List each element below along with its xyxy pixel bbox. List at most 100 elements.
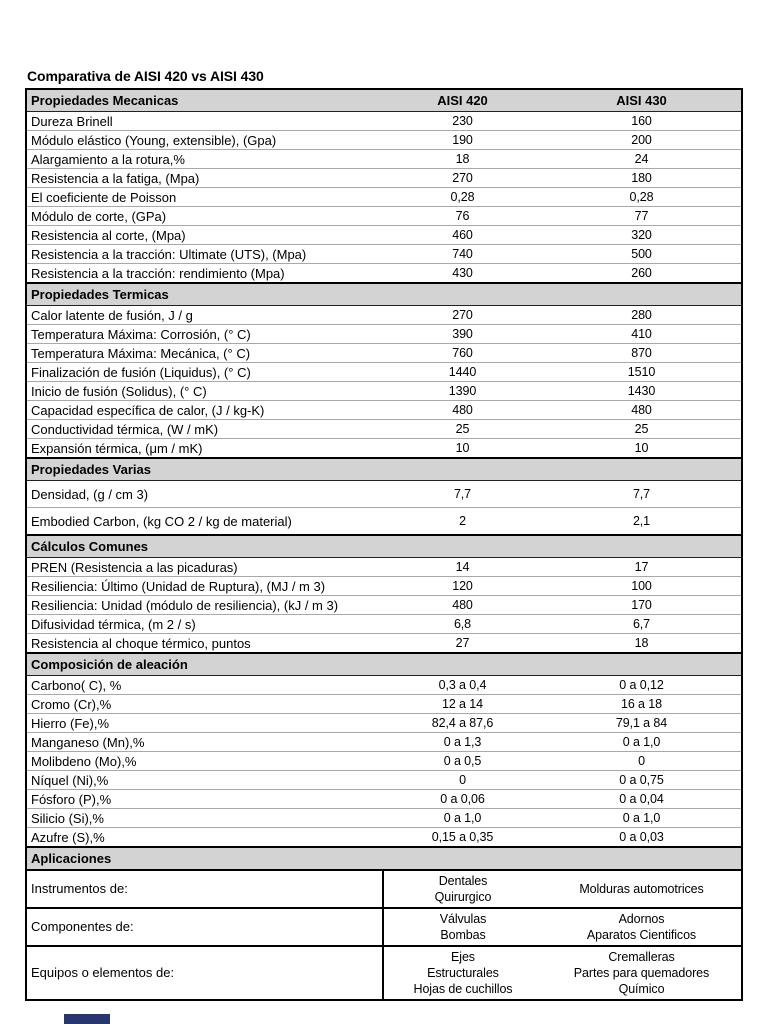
value-aisi420: 10 xyxy=(383,438,542,458)
table-header-row: Propiedades Mecanicas AISI 420 AISI 430 xyxy=(26,88,742,112)
value-aisi420: 0,3 a 0,4 xyxy=(383,675,542,695)
property-label: Manganeso (Mn),% xyxy=(26,732,383,752)
value-aisi430: 160 xyxy=(542,111,742,131)
table-row: Silicio (Si),% 0 a 1,0 0 a 1,0 xyxy=(26,808,742,828)
value-aisi430: 0,28 xyxy=(542,187,742,207)
property-label: Dureza Brinell xyxy=(26,111,383,131)
value-aisi420: 190 xyxy=(383,130,542,150)
property-label: Conductividad térmica, (W / mK) xyxy=(26,419,383,439)
table-row: Dureza Brinell 230 160 xyxy=(26,111,742,131)
value-aisi420: Ejes Estructurales Hojas de cuchillos xyxy=(382,945,542,1000)
table-section: Composición de aleación Carbono( C), % 0,3… xyxy=(26,652,742,847)
value-aisi430: 0 a 0,03 xyxy=(542,827,742,847)
value-aisi420: 82,4 a 87,6 xyxy=(383,713,542,733)
value-aisi430: 0 a 1,0 xyxy=(542,732,742,752)
property-label: Instrumentos de: xyxy=(26,869,383,908)
value-aisi420: 0 a 1,0 xyxy=(383,808,542,828)
value-aisi420: 2 xyxy=(383,507,542,535)
table-row: Resistencia al choque térmico, puntos 27 1… xyxy=(26,633,742,653)
value-aisi420: 27 xyxy=(383,633,542,653)
value-aisi420: Válvulas Bombas xyxy=(382,907,542,946)
column-header-aisi-420: AISI 420 xyxy=(383,88,542,112)
table-section: Propiedades Varias Densidad, (g / cm 3) 7,… xyxy=(26,457,742,535)
property-label: Cromo (Cr),% xyxy=(26,694,383,714)
table-row: Resiliencia: Último (Unidad de Ruptura),… xyxy=(26,576,742,596)
property-label: Módulo de corte, (GPa) xyxy=(26,206,383,226)
value-aisi430: 7,7 xyxy=(542,480,742,508)
property-label: Resistencia al corte, (Mpa) xyxy=(26,225,383,245)
value-aisi420: 1390 xyxy=(383,381,542,401)
value-aisi430: 0 a 1,0 xyxy=(542,808,742,828)
property-label: Resiliencia: Último (Unidad de Ruptura),… xyxy=(26,576,383,596)
table-row: Resistencia a la fatiga, (Mpa) 270 180 xyxy=(26,168,742,188)
table-row: Capacidad específica de calor, (J / kg-K… xyxy=(26,400,742,420)
table-row: Níquel (Ni),% 0 0 a 0,75 xyxy=(26,770,742,790)
property-label: Equipos o elementos de: xyxy=(26,945,383,1000)
value-aisi430: 260 xyxy=(542,263,742,283)
table-row: Difusividad térmica, (m 2 / s) 6,8 6,7 xyxy=(26,614,742,634)
property-label: Fósforo (P),% xyxy=(26,789,383,809)
value-aisi430: 10 xyxy=(542,438,742,458)
value-aisi430: 200 xyxy=(542,130,742,150)
value-aisi420: 480 xyxy=(383,595,542,615)
value-aisi420: 12 a 14 xyxy=(383,694,542,714)
property-label: Temperatura Máxima: Mecánica, (° C) xyxy=(26,343,383,363)
value-aisi430: 870 xyxy=(542,343,742,363)
table-row: Embodied Carbon, (kg CO 2 / kg de materi… xyxy=(26,507,742,535)
table-row: Resistencia al corte, (Mpa) 460 320 xyxy=(26,225,742,245)
value-aisi420: 0 xyxy=(383,770,542,790)
value-aisi430: 77 xyxy=(542,206,742,226)
property-label: Níquel (Ni),% xyxy=(26,770,383,790)
value-aisi430: 0 a 0,04 xyxy=(542,789,742,809)
table-row: Calor latente de fusión, J / g 270 280 xyxy=(26,305,742,325)
property-label: Difusividad térmica, (m 2 / s) xyxy=(26,614,383,634)
value-aisi430: 25 xyxy=(542,419,742,439)
property-label: Expansión térmica, (μm / mK) xyxy=(26,438,383,458)
property-label: Azufre (S),% xyxy=(26,827,383,847)
section-header-row: Aplicaciones xyxy=(26,846,742,871)
table-row: Fósforo (P),% 0 a 0,06 0 a 0,04 xyxy=(26,789,742,809)
property-label: PREN (Resistencia a las picaduras) xyxy=(26,557,383,577)
section-header-row: Cálculos Comunes xyxy=(26,534,742,558)
page-title: Comparativa de AISI 420 vs AISI 430 xyxy=(27,68,264,84)
section-header-row: Propiedades Varias xyxy=(26,457,742,481)
property-label: Inicio de fusión (Solidus), (° C) xyxy=(26,381,383,401)
value-aisi430: 1510 xyxy=(542,362,742,382)
value-aisi420: 25 xyxy=(383,419,542,439)
value-aisi420: 480 xyxy=(383,400,542,420)
value-aisi420: 0 a 0,5 xyxy=(383,751,542,771)
table-row: Módulo de corte, (GPa) 76 77 xyxy=(26,206,742,226)
value-aisi420: 76 xyxy=(383,206,542,226)
value-aisi430: 280 xyxy=(542,305,742,325)
value-aisi430: 16 a 18 xyxy=(542,694,742,714)
section-header: Aplicaciones xyxy=(26,846,742,871)
table-row: Azufre (S),% 0,15 a 0,35 0 a 0,03 xyxy=(26,827,742,847)
property-label: Calor latente de fusión, J / g xyxy=(26,305,383,325)
property-label: Molibdeno (Mo),% xyxy=(26,751,383,771)
section-header: Cálculos Comunes xyxy=(26,534,742,558)
value-aisi430: Molduras automotrices xyxy=(542,869,742,908)
value-aisi430: 2,1 xyxy=(542,507,742,535)
table-section: Propiedades Termicas Calor latente de fus… xyxy=(26,282,742,458)
table-row: Manganeso (Mn),% 0 a 1,3 0 a 1,0 xyxy=(26,732,742,752)
value-aisi430: 480 xyxy=(542,400,742,420)
value-aisi430: 0 xyxy=(542,751,742,771)
property-label: Silicio (Si),% xyxy=(26,808,383,828)
table-row: Carbono( C), % 0,3 a 0,4 0 a 0,12 xyxy=(26,675,742,695)
value-aisi420: 14 xyxy=(383,557,542,577)
table-row: Conductividad térmica, (W / mK) 25 25 xyxy=(26,419,742,439)
value-aisi430: Adornos Aparatos Cientificos xyxy=(542,907,742,946)
value-aisi430: 24 xyxy=(542,149,742,169)
table-row: Temperatura Máxima: Mecánica, (° C) 760 87… xyxy=(26,343,742,363)
value-aisi430: 180 xyxy=(542,168,742,188)
section-header-row: Propiedades Termicas xyxy=(26,282,742,306)
value-aisi420: 0,15 a 0,35 xyxy=(383,827,542,847)
table-row: Alargamiento a la rotura,% 18 24 xyxy=(26,149,742,169)
value-aisi420: 7,7 xyxy=(383,480,542,508)
value-aisi420: 6,8 xyxy=(383,614,542,634)
value-aisi420: 760 xyxy=(383,343,542,363)
value-aisi420: 390 xyxy=(383,324,542,344)
property-label: Alargamiento a la rotura,% xyxy=(26,149,383,169)
table-row: Resistencia a la tracción: rendimiento (… xyxy=(26,263,742,283)
column-header-properties: Propiedades Mecanicas xyxy=(26,88,383,112)
